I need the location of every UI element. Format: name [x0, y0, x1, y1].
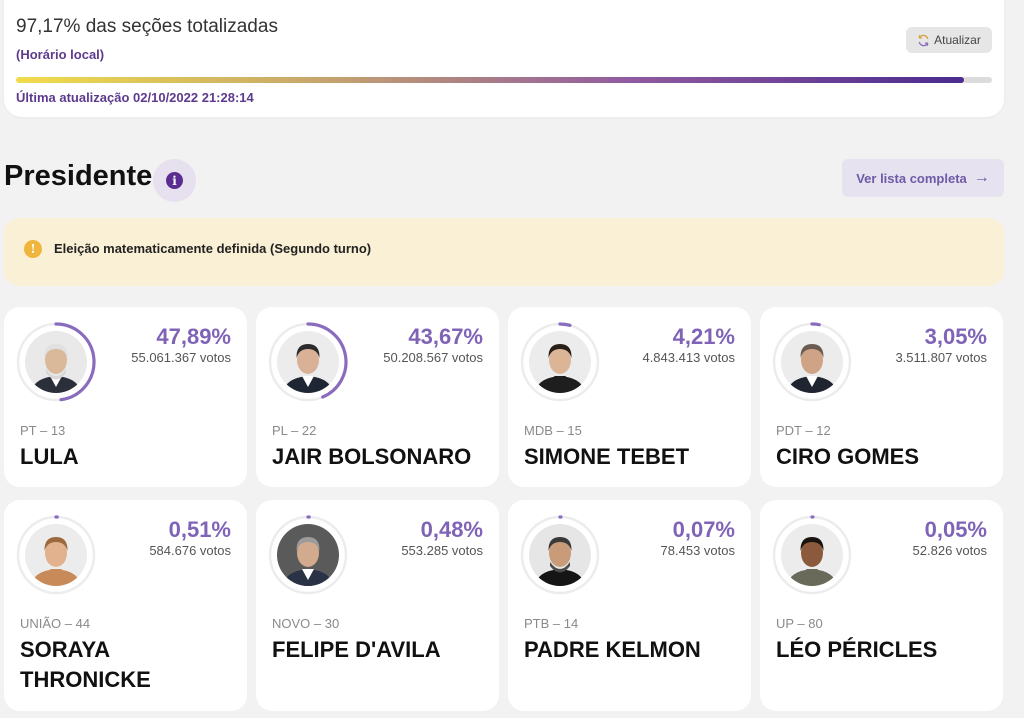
- party-number: UNIÃO – 44: [20, 616, 91, 631]
- alert-text: Eleição matematicamente definida (Segund…: [54, 241, 372, 256]
- avatar: [25, 331, 87, 393]
- candidate-photo: [772, 515, 852, 595]
- vote-share-ring: [520, 515, 600, 595]
- avatar: [529, 331, 591, 393]
- candidate-photo: [16, 515, 96, 595]
- party-number: PTB – 14: [524, 616, 579, 631]
- candidate-name: PADRE KELMON: [524, 637, 701, 662]
- refresh-label: Atualizar: [934, 33, 981, 47]
- candidate-photo: [520, 515, 600, 595]
- vote-percentage: 0,48%: [420, 517, 483, 542]
- party-number: MDB – 15: [524, 423, 582, 438]
- candidate-card[interactable]: 0,48% 553.285 votos NOVO – 30 FELIPE D'A…: [256, 500, 499, 711]
- vote-share-ring: [772, 515, 852, 595]
- candidate-card[interactable]: 0,07% 78.453 votos PTB – 14 PADRE KELMON: [508, 500, 751, 711]
- party-number: PT – 13: [20, 423, 66, 438]
- candidate-name: FELIPE D'AVILA: [272, 637, 441, 662]
- candidate-card[interactable]: 4,21% 4.843.413 votos MDB – 15 SIMONE TE…: [508, 307, 751, 487]
- candidate-card[interactable]: 3,05% 3.511.807 votos PDT – 12 CIRO GOME…: [760, 307, 1003, 487]
- candidate-photo: [268, 322, 348, 402]
- last-update-label: Última atualização 02/10/2022 21:28:14: [16, 90, 254, 105]
- vote-count: 50.208.567 votos: [383, 350, 483, 365]
- vote-percentage: 0,51%: [168, 517, 231, 542]
- vote-share-ring: [16, 322, 96, 402]
- candidate-photo: [772, 322, 852, 402]
- avatar: [781, 331, 843, 393]
- totalization-progress-fill: [16, 77, 965, 83]
- totalization-card: 97,17% das seções totalizadas (Horário l…: [4, 0, 1004, 117]
- vote-percentage: 0,05%: [924, 517, 987, 542]
- full-list-label: Ver lista completa: [856, 170, 967, 186]
- candidate-card[interactable]: 43,67% 50.208.567 votos PL – 22 JAIR BOL…: [256, 307, 499, 487]
- vote-share-ring: [268, 322, 348, 402]
- vote-percentage: 47,89%: [156, 324, 231, 349]
- vote-percentage: 43,67%: [408, 324, 483, 349]
- candidate-grid: 47,89% 55.061.367 votos PT – 13 LULA 43,…: [4, 307, 1004, 711]
- arrow-right-icon: →: [973, 169, 990, 186]
- candidate-name: LULA: [20, 444, 79, 469]
- vote-count: 553.285 votos: [401, 543, 483, 558]
- candidate-photo: [268, 515, 348, 595]
- totalization-progress-bar: [16, 77, 992, 83]
- candidate-name: SIMONE TEBET: [524, 444, 690, 469]
- vote-percentage: 4,21%: [672, 324, 735, 349]
- local-time-label: (Horário local): [16, 47, 105, 62]
- party-number: NOVO – 30: [272, 616, 340, 631]
- vote-count: 4.843.413 votos: [642, 350, 735, 365]
- vote-share-ring: [268, 515, 348, 595]
- vote-percentage: 0,07%: [672, 517, 735, 542]
- avatar: [25, 524, 87, 586]
- info-icon: i: [166, 172, 183, 189]
- vote-count: 52.826 votos: [912, 543, 987, 558]
- vote-share-ring: [16, 515, 96, 595]
- vote-count: 55.061.367 votos: [131, 350, 231, 365]
- vote-count: 78.453 votos: [660, 543, 735, 558]
- avatar: [529, 524, 591, 586]
- candidate-photo: [520, 322, 600, 402]
- election-alert: ! Eleição matematicamente definida (Segu…: [4, 218, 1004, 286]
- full-list-button[interactable]: Ver lista completa →: [842, 159, 1004, 197]
- vote-count: 3.511.807 votos: [895, 350, 987, 365]
- candidate-card[interactable]: 0,05% 52.826 votos UP – 80 LÉO PÉRICLES: [760, 500, 1003, 711]
- vote-percentage: 3,05%: [924, 324, 987, 349]
- party-number: UP – 80: [776, 616, 823, 631]
- party-number: PL – 22: [272, 423, 317, 438]
- vote-share-ring: [520, 322, 600, 402]
- candidate-name: LÉO PÉRICLES: [776, 637, 938, 662]
- refresh-icon: [918, 34, 929, 46]
- candidate-name: JAIR BOLSONARO: [272, 444, 472, 469]
- avatar: [277, 331, 339, 393]
- totalization-title: 97,17% das seções totalizadas: [16, 16, 278, 37]
- info-button[interactable]: i: [153, 159, 196, 202]
- candidate-card[interactable]: 0,51% 584.676 votos UNIÃO – 44 SORAYA TH…: [4, 500, 247, 711]
- candidate-card[interactable]: 47,89% 55.061.367 votos PT – 13 LULA: [4, 307, 247, 487]
- candidate-name: SORAYA THRONICKE: [20, 637, 151, 692]
- candidate-name: CIRO GOMES: [776, 444, 920, 469]
- alert-icon: !: [24, 240, 42, 258]
- avatar: [277, 524, 339, 586]
- refresh-button[interactable]: Atualizar: [906, 27, 992, 53]
- avatar: [781, 524, 843, 586]
- party-number: PDT – 12: [776, 423, 831, 438]
- vote-count: 584.676 votos: [149, 543, 231, 558]
- section-title: Presidente: [4, 160, 153, 192]
- candidate-photo: [16, 322, 96, 402]
- vote-share-ring: [772, 322, 852, 402]
